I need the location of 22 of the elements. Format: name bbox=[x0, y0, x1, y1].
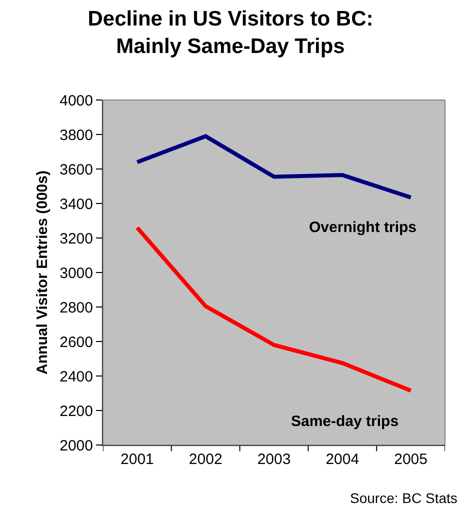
y-tick-label: 3400 bbox=[60, 196, 93, 213]
y-tick-label: 2200 bbox=[60, 402, 93, 420]
x-tick-label: 2004 bbox=[326, 451, 360, 468]
y-tick-label: 2600 bbox=[60, 334, 93, 351]
x-tick-label: 2003 bbox=[257, 451, 291, 468]
source-note: Source: BC Stats bbox=[350, 490, 458, 506]
x-tick-label: 2002 bbox=[188, 451, 222, 468]
y-tick-label: 3600 bbox=[60, 161, 93, 178]
y-tick-label: 3000 bbox=[60, 264, 93, 282]
line-series bbox=[135, 134, 413, 200]
x-tick-label: 2001 bbox=[120, 451, 154, 468]
y-tick-label: 4000 bbox=[60, 92, 93, 110]
y-tick-label: 3200 bbox=[60, 230, 93, 248]
y-tick-label: 2800 bbox=[60, 299, 93, 316]
y-axis-title: Annual Visitor Entries (000s) bbox=[34, 170, 51, 374]
chart-title: Decline in US Visitors to BC: Mainly Same-Day Trips bbox=[88, 8, 374, 58]
y-tick-label: 2400 bbox=[60, 368, 93, 386]
y-tick-label: 2000 bbox=[60, 437, 93, 454]
series-label: Overnight trips bbox=[309, 219, 417, 236]
x-tick-label: 2005 bbox=[394, 451, 428, 468]
y-tick-label: 3800 bbox=[60, 126, 93, 144]
series-label: Same-day trips bbox=[291, 413, 399, 430]
